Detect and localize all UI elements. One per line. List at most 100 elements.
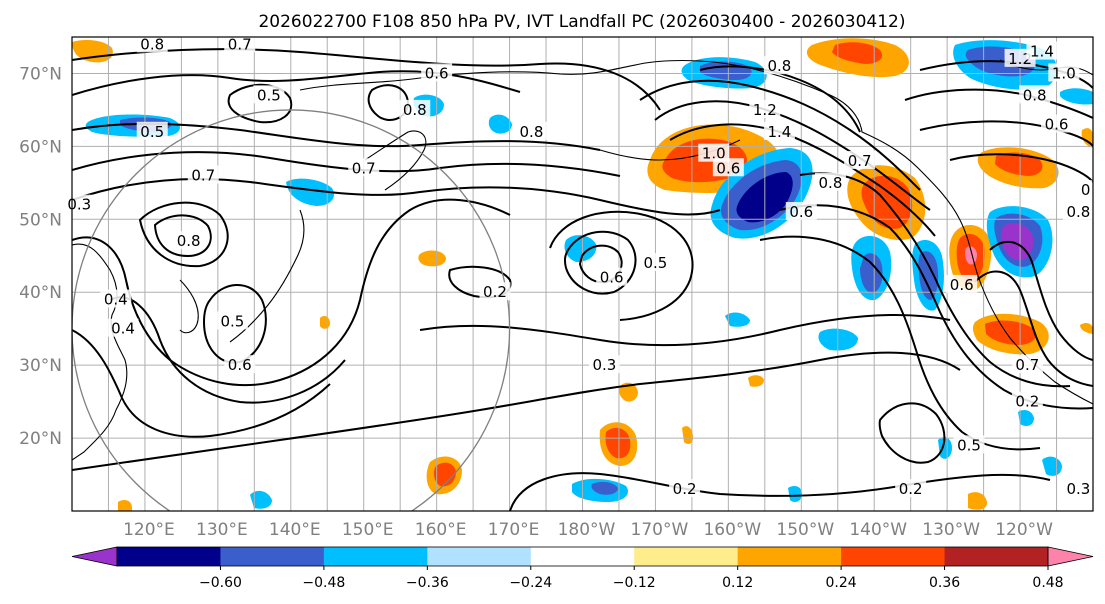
pv-anomaly-positive: [748, 375, 764, 387]
contour-label: 0.6: [789, 203, 813, 221]
longitude-label: 150°E: [342, 520, 394, 540]
contour-label: 0.2: [483, 283, 507, 301]
contour-label: 0.8: [403, 101, 427, 119]
latitude-label: 60°N: [19, 137, 62, 157]
contour-label: 0.3: [592, 356, 616, 374]
colorbar-tick-label: 0.12: [722, 575, 753, 591]
pv-contour: [138, 201, 229, 268]
pv-anomaly-negative-mid: [918, 251, 939, 300]
pv-contour: [549, 210, 694, 321]
contour-label-background: [596, 267, 628, 286]
contour-label: 0.6: [600, 269, 624, 287]
contour-label-background: [1011, 391, 1043, 410]
contour-label-background: [844, 150, 876, 169]
contour-label: 0.8: [819, 174, 843, 192]
latitude-labels: 70°N 60°N 50°N 40°N 30°N 20°N: [19, 64, 62, 449]
contour-label-background: [136, 121, 168, 140]
pv-anomaly-negative: [1060, 88, 1093, 105]
contour-label-background: [173, 231, 205, 250]
contour-label-background: [669, 479, 701, 498]
longitude-label: 170°W: [631, 520, 689, 540]
contour-label-background: [421, 63, 453, 82]
colorbar-tick-label: −0.36: [406, 575, 449, 591]
contour-label: 0.7: [228, 35, 252, 53]
contour-label-background: [1062, 202, 1094, 221]
contour-label-background: [1026, 41, 1058, 60]
contour-label-background: [946, 274, 978, 293]
pv-contour: [72, 70, 521, 96]
contour-label: 0.7: [352, 159, 376, 177]
pv-anomaly-negative-mid: [591, 481, 618, 495]
contour-label-background: [107, 318, 139, 337]
contour-label-background: [399, 99, 431, 118]
pv-contour: [799, 172, 1071, 388]
contour-label: 0.8: [520, 123, 544, 141]
pv-anomaly-negative: [250, 490, 272, 509]
contour-label: 0.7: [191, 167, 215, 185]
contour-label-background: [224, 355, 256, 374]
contour-label-background: [895, 479, 927, 498]
colorbar-segment: [944, 547, 1049, 566]
pv-anomaly-positive-core: [995, 152, 1043, 176]
contour-label: 1.4: [1030, 43, 1054, 61]
pv-contour: [109, 296, 346, 404]
contour-label-background: [1079, 180, 1093, 199]
contour-label: 1.2: [753, 101, 777, 119]
latitude-label: 20°N: [19, 429, 62, 449]
contour-label-background: [639, 253, 671, 272]
longitude-label: 130°W: [922, 520, 980, 540]
map-panel: 0.8 0.7 0.5 0.5 0.7 0.7 0.6 0.8 0.8 0.3 0.8 0.4 0.4 0…: [63, 34, 1094, 512]
contour-label-background: [698, 143, 730, 162]
colorbar-extend-high: [1047, 546, 1094, 567]
contour-label: 0.3: [67, 196, 91, 214]
contour-label-background: [216, 311, 248, 330]
pv-anomaly-positive: [619, 382, 638, 402]
contour-label: 0.6: [716, 159, 740, 177]
contour-label-background: [515, 121, 547, 140]
contour-label: 0.5: [221, 312, 245, 330]
contour-label: 0.6: [1045, 116, 1069, 134]
latitude-label: 30°N: [19, 356, 62, 376]
contour-label: 0.6: [228, 356, 252, 374]
contour-label-background: [136, 34, 168, 53]
longitude-label: 160°W: [703, 520, 761, 540]
latitude-label: 50°N: [19, 210, 62, 230]
contour-labels: 0.8 0.7 0.5 0.5 0.7 0.7 0.6 0.8 0.8 0.3 0.8 0.4 0.4 0…: [63, 34, 1094, 498]
contour-label: 1.0: [1052, 64, 1076, 82]
pv-contour: [227, 83, 293, 124]
coastline-korea: [179, 279, 199, 334]
colorbar-extend-low: [71, 546, 118, 567]
longitude-labels: 120°E 130°E 140°E 150°E 160°E 170°E 180°W 170°W…: [123, 520, 1053, 540]
contour-label: 0.7: [848, 152, 872, 170]
pv-anomaly-negative: [564, 235, 597, 262]
colorbar: −0.60 −0.48 −0.36 −0.24 −0.12 0.12 0.24 0.36 0.4…: [71, 546, 1094, 591]
pv-anomaly-positive-core: [985, 320, 1036, 345]
pv-anomaly-positive: [1080, 322, 1093, 334]
contour-label-background: [479, 282, 511, 301]
coastline-alaska: [639, 59, 1093, 405]
colorbar-segment: [634, 547, 739, 566]
contour-label-background: [1011, 355, 1043, 374]
pv-contour: [509, 472, 1051, 511]
colorbar-segment: [737, 547, 842, 566]
pv-anomaly-negative-mid: [860, 253, 883, 293]
contour-label: 0.8: [177, 232, 201, 250]
contour-label-background: [348, 158, 380, 177]
colorbar-segment: [220, 547, 325, 566]
contour-label-background: [763, 121, 795, 140]
pv-anomaly-positive: [118, 500, 132, 511]
latitude-label: 40°N: [19, 283, 62, 303]
colorbar-tick-label: 0.48: [1032, 575, 1063, 591]
contour-label-background: [588, 355, 620, 374]
pv-contour: [989, 240, 1093, 361]
map-frame: [71, 36, 1094, 512]
pv-contour: [563, 230, 637, 295]
contour-label: 0.8: [767, 57, 791, 75]
pv-anomaly-positive-peak: [965, 246, 977, 265]
contour-label: 1.2: [1008, 50, 1032, 68]
contour-label-background: [1019, 85, 1051, 104]
contour-label-background: [785, 202, 817, 221]
longitude-label: 120°W: [995, 520, 1053, 540]
pv-anomaly-positive: [968, 492, 988, 510]
